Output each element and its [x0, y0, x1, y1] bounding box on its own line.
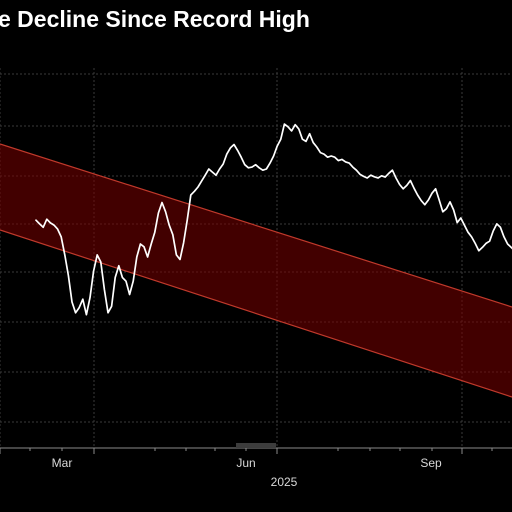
channel-fill — [0, 144, 512, 397]
x-axis — [0, 443, 512, 454]
x-axis-scroll-thumb — [236, 443, 276, 448]
chart-title: e Decline Since Record High — [0, 6, 310, 32]
channel-lower-bound — [0, 229, 512, 398]
x-tick-label: Jun — [236, 456, 255, 470]
x-year-label: 2025 — [271, 475, 298, 489]
x-tick-label: Mar — [52, 456, 73, 470]
channel-upper-bound — [0, 143, 512, 308]
x-tick-label: Sep — [420, 456, 442, 470]
decline-channel — [0, 143, 512, 398]
price-line — [35, 123, 512, 316]
x-tick-labels: Mar Jun Sep 2025 — [52, 456, 442, 489]
